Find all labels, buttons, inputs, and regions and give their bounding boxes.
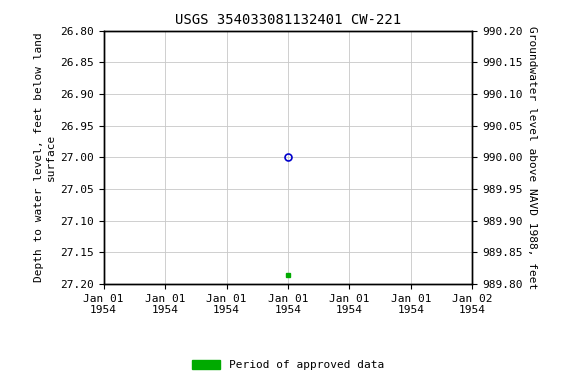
Y-axis label: Groundwater level above NAVD 1988, feet: Groundwater level above NAVD 1988, feet — [526, 26, 537, 289]
Legend: Period of approved data: Period of approved data — [188, 355, 388, 375]
Y-axis label: Depth to water level, feet below land
surface: Depth to water level, feet below land su… — [35, 33, 56, 282]
Title: USGS 354033081132401 CW-221: USGS 354033081132401 CW-221 — [175, 13, 401, 27]
